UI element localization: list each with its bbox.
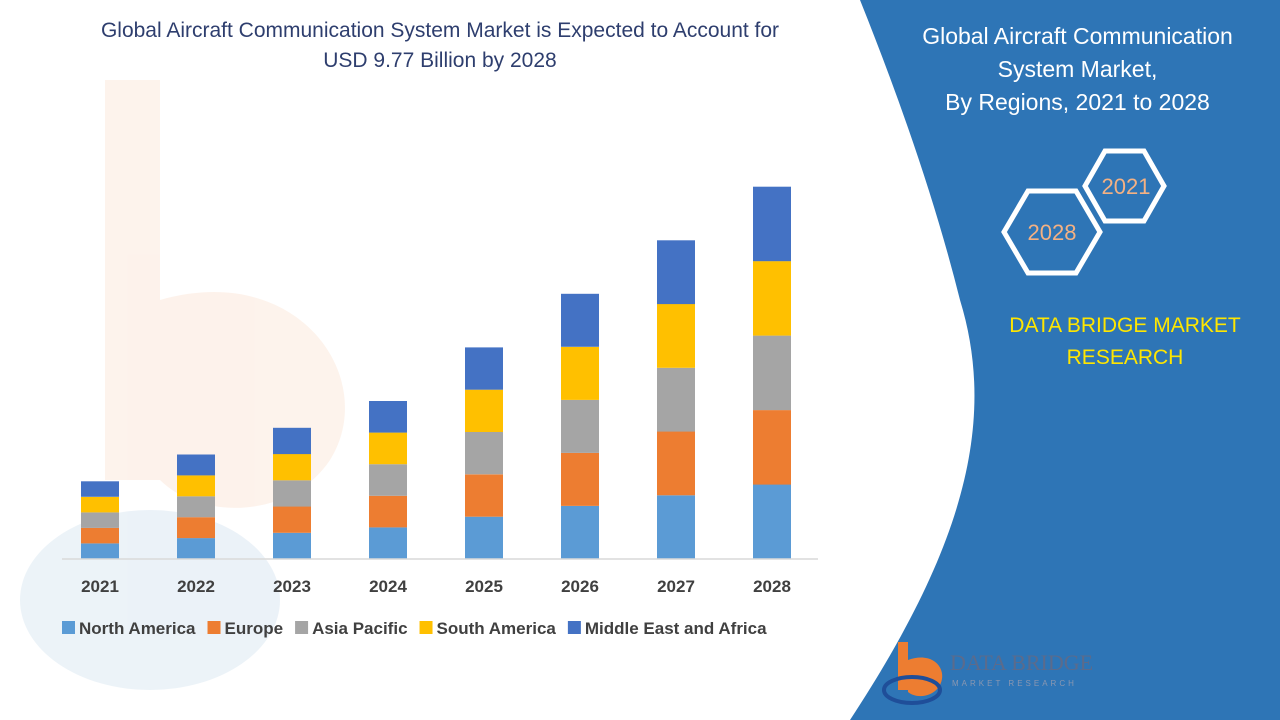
bar-2025-series-1 bbox=[465, 474, 503, 517]
bar-2023-series-4 bbox=[273, 427, 311, 455]
hex-top-label: 2021 bbox=[1102, 174, 1151, 199]
hexagon-bottom bbox=[1001, 188, 1103, 276]
legend-swatch-4 bbox=[567, 621, 581, 634]
x-tick-label: 2025 bbox=[465, 577, 503, 596]
legend-label-0: North America bbox=[79, 619, 196, 638]
bar-2028-series-1 bbox=[753, 410, 791, 485]
legend-swatch-3 bbox=[419, 621, 433, 634]
bar-2027-series-2 bbox=[657, 367, 695, 432]
panel-title-line2: System Market, bbox=[997, 56, 1158, 82]
panel-title: Global Aircraft Communication System Mar… bbox=[895, 20, 1260, 119]
watermark bbox=[20, 80, 345, 690]
bar-2028-series-2 bbox=[753, 335, 791, 411]
bar-2028-series-4 bbox=[753, 186, 791, 262]
panel-title-line3: By Regions, 2021 to 2028 bbox=[945, 89, 1210, 115]
x-tick-labels: 2021 2022 2023 2024 2025 2026 2027 2028 bbox=[81, 577, 791, 596]
brand-line2: RESEARCH bbox=[1066, 346, 1184, 369]
x-tick-label: 2028 bbox=[753, 577, 791, 596]
bar-2024-series-3 bbox=[369, 432, 407, 465]
x-tick-label: 2026 bbox=[561, 577, 599, 596]
legend-swatch-1 bbox=[207, 621, 221, 634]
legend: North America Europe Asia Pacific South Ame… bbox=[62, 619, 767, 638]
bar-2025-series-3 bbox=[465, 389, 503, 432]
bar-2026-series-4 bbox=[561, 293, 599, 347]
bar-2026-series-3 bbox=[561, 346, 599, 400]
legend-swatch-0 bbox=[62, 621, 75, 634]
chart-title-line1: Global Aircraft Communication System Mar… bbox=[100, 19, 780, 42]
brand-line1: DATA BRIDGE MARKET bbox=[1009, 314, 1241, 337]
bar-2025-series-0 bbox=[465, 516, 503, 559]
bar-2021-series-4 bbox=[81, 481, 119, 497]
bar-2023-series-3 bbox=[273, 454, 311, 481]
bar-2021-series-3 bbox=[81, 496, 119, 513]
logo-text: DATA BRIDGE bbox=[950, 650, 1093, 675]
bar-2023-series-2 bbox=[273, 480, 311, 507]
logo-subtext: MARKET RESEARCH bbox=[952, 679, 1077, 688]
chart-title-line2: USD 9.77 Billion by 2028 bbox=[323, 49, 557, 72]
legend-label-2: Asia Pacific bbox=[312, 619, 407, 638]
hex-bottom-label: 2028 bbox=[1028, 220, 1077, 245]
panel-title-line1: Global Aircraft Communication bbox=[922, 23, 1233, 49]
bar-2026-series-1 bbox=[561, 452, 599, 506]
chart-title: Global Aircraft Communication System Mar… bbox=[30, 16, 850, 76]
side-panel-background bbox=[850, 0, 1280, 720]
hexagon-top bbox=[1082, 148, 1167, 224]
bar-2022-series-0 bbox=[177, 538, 215, 559]
bar-2028-series-3 bbox=[753, 261, 791, 336]
legend-label-1: Europe bbox=[225, 619, 284, 638]
bar-2024-series-0 bbox=[369, 527, 407, 559]
brand-text: DATA BRIDGE MARKET RESEARCH bbox=[960, 310, 1280, 374]
bar-2027-series-1 bbox=[657, 431, 695, 496]
bar-2022-series-3 bbox=[177, 475, 215, 497]
bar-2021-series-0 bbox=[81, 543, 119, 559]
bar-2027-series-3 bbox=[657, 304, 695, 368]
bar-2022-series-2 bbox=[177, 496, 215, 518]
bar-2027-series-4 bbox=[657, 240, 695, 305]
bar-2023-series-0 bbox=[273, 532, 311, 560]
x-tick-label: 2027 bbox=[657, 577, 695, 596]
bar-2022-series-1 bbox=[177, 517, 215, 539]
bar-2021-series-2 bbox=[81, 512, 119, 528]
bar-2024-series-1 bbox=[369, 495, 407, 528]
x-tick-label: 2023 bbox=[273, 577, 311, 596]
bar-2023-series-1 bbox=[273, 506, 311, 533]
bar-2022-series-4 bbox=[177, 454, 215, 476]
bar-2027-series-0 bbox=[657, 495, 695, 560]
bar-2026-series-0 bbox=[561, 506, 599, 559]
bar-2026-series-2 bbox=[561, 399, 599, 453]
bar-2025-series-2 bbox=[465, 432, 503, 475]
legend-label-3: South America bbox=[437, 619, 557, 638]
bars-group bbox=[81, 186, 791, 560]
bar-2024-series-2 bbox=[369, 464, 407, 496]
x-tick-label: 2022 bbox=[177, 577, 215, 596]
bar-2025-series-4 bbox=[465, 347, 503, 390]
x-tick-label: 2021 bbox=[81, 577, 119, 596]
bar-2021-series-1 bbox=[81, 527, 119, 544]
company-logo: DATA BRIDGE MARKET RESEARCH bbox=[882, 642, 1093, 705]
bar-2024-series-4 bbox=[369, 401, 407, 433]
legend-swatch-2 bbox=[295, 621, 309, 634]
bar-2028-series-0 bbox=[753, 484, 791, 559]
legend-label-4: Middle East and Africa bbox=[585, 619, 767, 638]
x-tick-label: 2024 bbox=[369, 577, 407, 596]
